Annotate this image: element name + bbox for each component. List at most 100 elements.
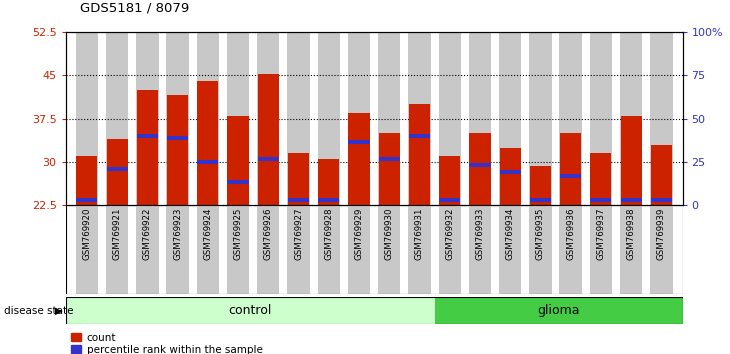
Text: GSM769930: GSM769930: [385, 208, 393, 261]
Bar: [499, 148, 520, 205]
Bar: [650, 205, 672, 294]
Bar: [288, 32, 310, 205]
Bar: [347, 205, 370, 294]
Text: GSM769920: GSM769920: [82, 208, 91, 261]
Bar: [379, 157, 400, 161]
Text: GSM769933: GSM769933: [475, 208, 485, 261]
Bar: [107, 167, 128, 171]
Bar: [651, 144, 672, 205]
Bar: [348, 140, 369, 144]
Bar: [197, 81, 218, 205]
Bar: [318, 198, 339, 201]
Bar: [196, 32, 219, 205]
Bar: [590, 205, 612, 294]
Bar: [591, 198, 612, 201]
Bar: [408, 205, 431, 294]
Bar: [530, 198, 551, 201]
Bar: [529, 205, 552, 294]
Text: glioma: glioma: [537, 304, 580, 317]
Bar: [439, 156, 461, 205]
Bar: [650, 32, 672, 205]
Bar: [197, 160, 218, 164]
Bar: [347, 32, 370, 205]
Bar: [167, 136, 188, 140]
Bar: [560, 133, 581, 205]
Bar: [318, 159, 339, 205]
Bar: [106, 32, 128, 205]
Text: disease state: disease state: [4, 306, 73, 316]
Text: GSM769934: GSM769934: [506, 208, 515, 261]
Bar: [408, 32, 431, 205]
Bar: [409, 104, 430, 205]
Bar: [107, 139, 128, 205]
Bar: [137, 90, 158, 205]
Bar: [76, 205, 98, 294]
Bar: [76, 156, 97, 205]
Text: GSM769929: GSM769929: [355, 208, 364, 260]
Text: GSM769928: GSM769928: [324, 208, 334, 261]
Bar: [137, 205, 158, 294]
Bar: [76, 32, 98, 205]
Bar: [257, 32, 280, 205]
Bar: [590, 32, 612, 205]
Bar: [559, 32, 582, 205]
Bar: [620, 205, 642, 294]
Bar: [227, 32, 249, 205]
Bar: [76, 198, 97, 201]
Bar: [196, 205, 219, 294]
Bar: [651, 198, 672, 201]
Bar: [499, 205, 521, 294]
Text: GSM769925: GSM769925: [234, 208, 242, 261]
Bar: [228, 180, 249, 184]
Bar: [258, 74, 279, 205]
Bar: [439, 198, 461, 201]
Bar: [137, 32, 158, 205]
Bar: [409, 134, 430, 138]
Text: GSM769931: GSM769931: [415, 208, 424, 261]
Text: GSM769936: GSM769936: [566, 208, 575, 261]
Text: GSM769924: GSM769924: [204, 208, 212, 261]
Bar: [258, 157, 279, 161]
Text: GDS5181 / 8079: GDS5181 / 8079: [80, 1, 190, 14]
Bar: [106, 205, 128, 294]
Text: control: control: [228, 304, 272, 317]
Bar: [66, 297, 434, 324]
Legend: count, percentile rank within the sample: count, percentile rank within the sample: [71, 333, 262, 354]
Bar: [318, 205, 340, 294]
Bar: [288, 198, 309, 201]
Text: GSM769926: GSM769926: [264, 208, 273, 261]
Bar: [439, 32, 461, 205]
Bar: [257, 205, 280, 294]
Bar: [591, 153, 612, 205]
Bar: [529, 32, 552, 205]
Bar: [559, 205, 582, 294]
Bar: [378, 32, 401, 205]
Bar: [166, 32, 189, 205]
Bar: [378, 205, 401, 294]
Bar: [620, 32, 642, 205]
Text: GSM769922: GSM769922: [143, 208, 152, 261]
Bar: [348, 113, 369, 205]
Bar: [620, 198, 642, 201]
Bar: [469, 133, 491, 205]
Bar: [167, 96, 188, 205]
Bar: [227, 205, 249, 294]
Text: GSM769932: GSM769932: [445, 208, 454, 261]
Bar: [318, 32, 340, 205]
Bar: [228, 116, 249, 205]
Bar: [530, 166, 551, 205]
Bar: [137, 134, 158, 138]
Bar: [560, 175, 581, 178]
Text: GSM769937: GSM769937: [596, 208, 605, 261]
Bar: [469, 163, 491, 167]
Text: GSM769927: GSM769927: [294, 208, 303, 261]
Bar: [620, 116, 642, 205]
Bar: [434, 297, 683, 324]
Bar: [166, 205, 189, 294]
Text: GSM769938: GSM769938: [626, 208, 636, 261]
Text: GSM769921: GSM769921: [112, 208, 122, 261]
Text: ▶: ▶: [55, 306, 62, 316]
Bar: [379, 133, 400, 205]
Bar: [469, 205, 491, 294]
Text: GSM769939: GSM769939: [657, 208, 666, 260]
